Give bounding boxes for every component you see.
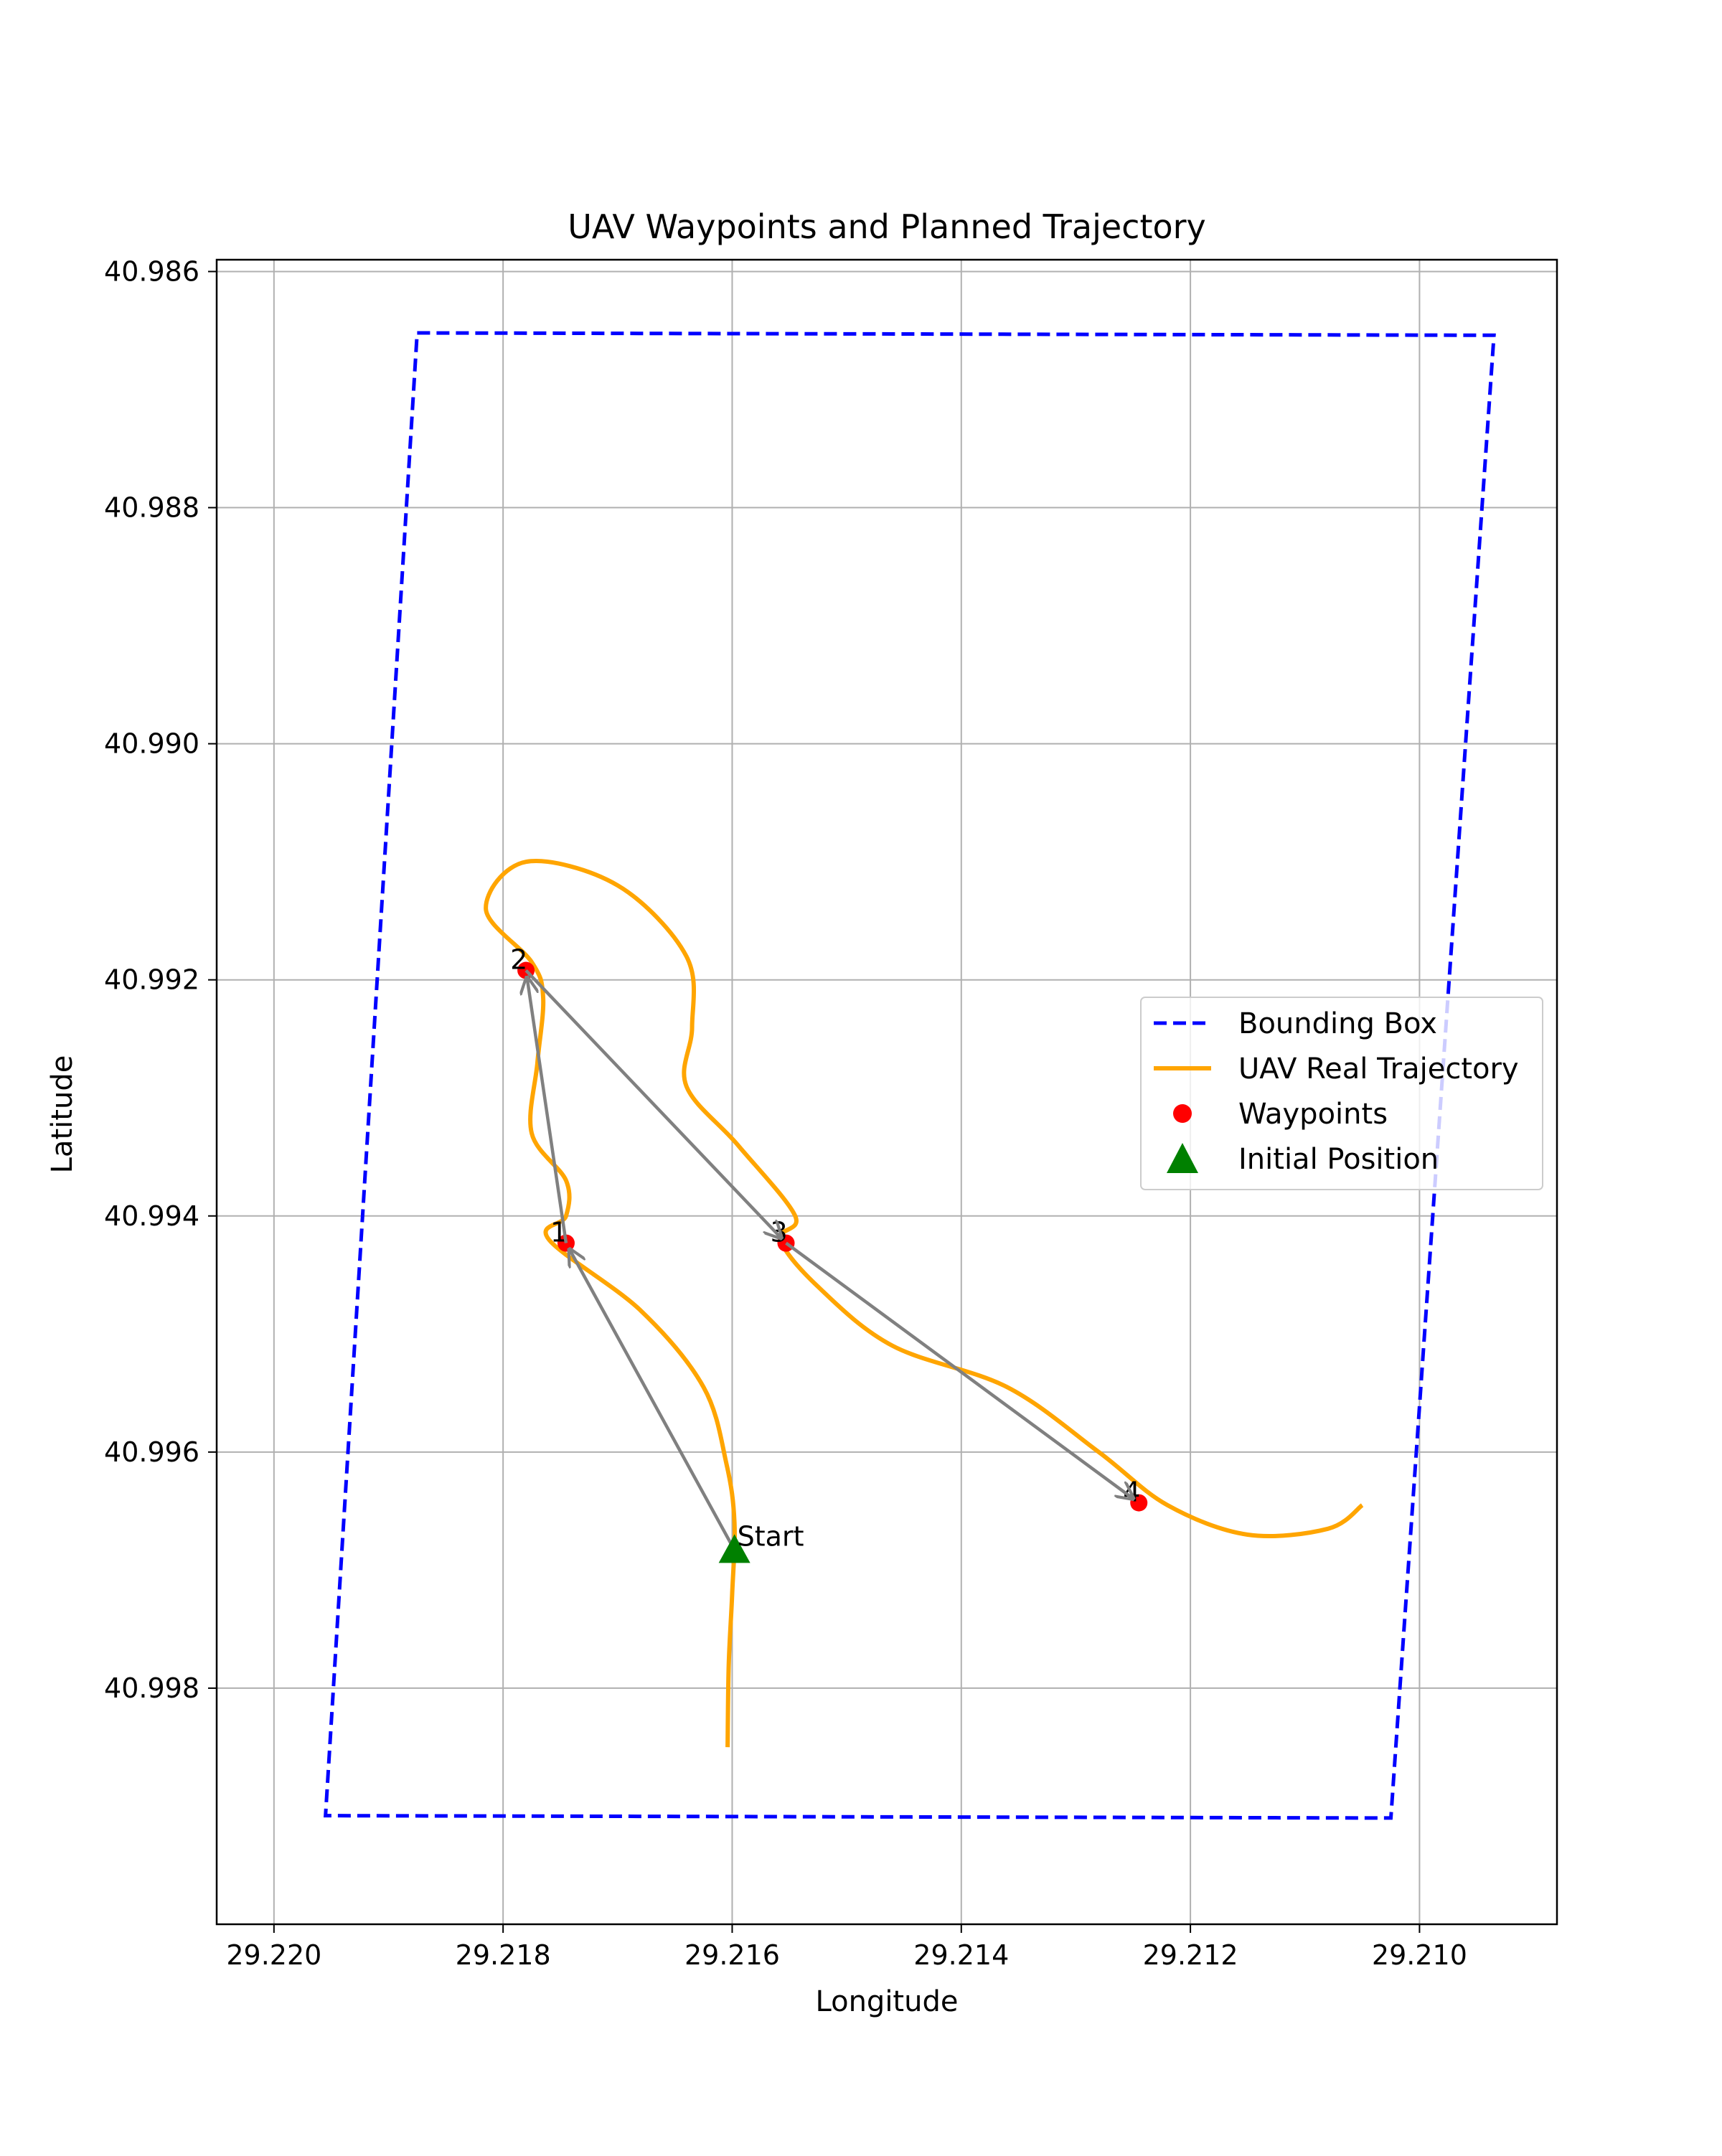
y-tick-label: 40.994 — [104, 1200, 199, 1232]
legend-label: Bounding Box — [1238, 1007, 1437, 1040]
y-tick-label: 40.998 — [104, 1672, 199, 1704]
route-arrow — [570, 1249, 736, 1551]
waypoint-label: 3 — [771, 1217, 788, 1248]
x-tick-label: 29.218 — [456, 1939, 551, 1971]
legend-label: Initial Position — [1238, 1143, 1439, 1176]
y-axis-label: Latitude — [46, 1055, 79, 1174]
y-tick-label: 40.992 — [104, 964, 199, 996]
y-tick-label: 40.990 — [104, 728, 199, 760]
x-axis-label: Longitude — [816, 1985, 959, 2018]
axes-frame — [215, 258, 1558, 1926]
legend-swatch-initial-position — [1167, 1143, 1198, 1173]
grid — [217, 260, 1557, 1924]
initial-position-marker — [718, 1534, 751, 1563]
x-tick-label: 29.216 — [684, 1939, 780, 1971]
y-tick-label: 40.986 — [104, 255, 199, 287]
x-tick-label: 29.212 — [1143, 1939, 1238, 1971]
legend-label: UAV Real Trajectory — [1238, 1053, 1519, 1086]
start-label: Start — [738, 1520, 804, 1552]
legend: Bounding Box UAV Real Trajectory Waypoints… — [1140, 997, 1543, 1190]
uav-trajectory-line — [484, 859, 1364, 1748]
legend-label: Waypoints — [1238, 1098, 1388, 1131]
y-tick-label: 40.996 — [104, 1436, 199, 1468]
chart-title: UAV Waypoints and Planned Trajectory — [568, 207, 1206, 246]
route-arrow — [785, 1241, 1134, 1499]
legend-swatch-waypoints — [1173, 1104, 1192, 1123]
axis-ticks: 29.220 29.218 29.216 29.214 29.212 29.210 40.9… — [104, 255, 1467, 1971]
x-tick-label: 29.214 — [913, 1939, 1009, 1971]
x-tick-label: 29.220 — [226, 1939, 321, 1971]
waypoint-label: 2 — [510, 944, 527, 976]
legend-box — [1140, 997, 1543, 1190]
y-tick-label: 40.988 — [104, 492, 199, 524]
route-arrow — [524, 969, 781, 1238]
route-arrow — [527, 977, 568, 1243]
x-tick-label: 29.210 — [1372, 1939, 1467, 1971]
bounding-box-line — [324, 331, 1496, 1820]
